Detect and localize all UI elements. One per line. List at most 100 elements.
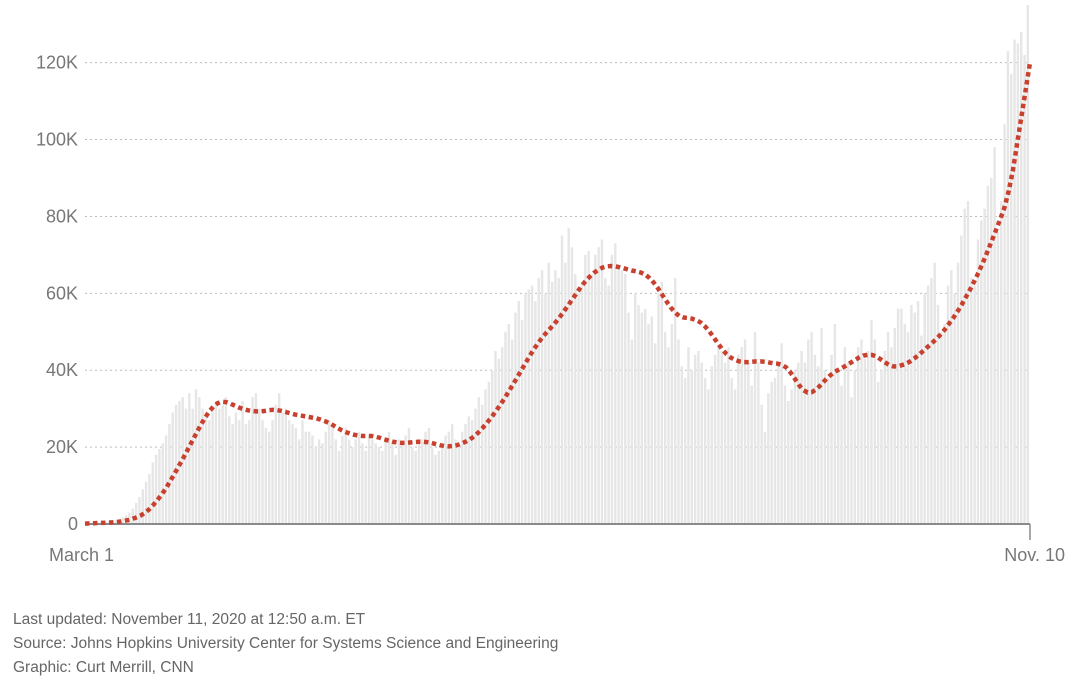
bar [514, 312, 517, 524]
bar [926, 285, 930, 524]
bar [617, 266, 620, 524]
bar [956, 262, 960, 524]
y-tick-label: 120K [36, 53, 78, 73]
bar [1023, 54, 1026, 524]
bar [171, 412, 174, 524]
bar [647, 324, 650, 524]
bar [224, 397, 228, 524]
bar [803, 362, 807, 524]
bar [344, 427, 347, 524]
bar [1016, 43, 1020, 524]
bar [783, 385, 787, 524]
bar [427, 427, 431, 524]
bar [720, 351, 723, 524]
bar [846, 362, 850, 524]
bar [823, 370, 827, 524]
bar [627, 312, 630, 524]
bar [933, 262, 936, 524]
bar [311, 435, 314, 524]
bar [940, 331, 943, 524]
bar [660, 281, 664, 524]
bar [973, 285, 976, 524]
bar [673, 277, 677, 524]
bar [900, 308, 903, 524]
bar [980, 220, 983, 525]
y-tick-label: 40K [46, 360, 78, 380]
bar [161, 443, 164, 524]
graphic-credit: Graphic: Curt Merrill, CNN [13, 659, 194, 676]
bar [654, 343, 657, 524]
bar [760, 404, 763, 524]
bar [534, 301, 537, 524]
bar [291, 424, 294, 524]
bar [461, 431, 464, 524]
bar [733, 389, 737, 524]
bar [477, 397, 481, 524]
bar [480, 404, 484, 524]
y-tick-label: 80K [46, 206, 78, 226]
bar [600, 239, 604, 524]
bar [730, 377, 733, 524]
bar [810, 331, 813, 524]
bar [261, 420, 264, 524]
bar [321, 443, 324, 524]
bar [457, 447, 461, 524]
bar [757, 362, 760, 524]
source-note: Source: Johns Hopkins University Center … [13, 635, 559, 652]
bar [710, 366, 713, 524]
bar [920, 335, 923, 524]
bar [367, 435, 371, 524]
bar-series [85, 5, 1030, 525]
bar [970, 277, 973, 524]
bar [411, 447, 414, 524]
bar [214, 400, 218, 524]
bar [777, 362, 780, 524]
bar [793, 370, 797, 524]
y-tick-label: 60K [46, 283, 78, 303]
bar [780, 343, 783, 524]
bar [737, 354, 740, 524]
bar [570, 247, 574, 524]
bar [913, 312, 916, 524]
bar [211, 408, 214, 524]
bar [663, 331, 667, 524]
bar [258, 408, 261, 524]
bar [208, 420, 211, 524]
bar [634, 293, 637, 524]
bar [371, 439, 374, 524]
bar [983, 208, 986, 524]
bar [451, 424, 454, 524]
bar [763, 431, 767, 524]
bar [158, 449, 161, 524]
bar [930, 277, 933, 524]
bar [567, 227, 570, 525]
bar [537, 277, 540, 524]
bar [414, 450, 417, 524]
average-line-series [84, 62, 1033, 526]
bar [198, 397, 201, 524]
bar [840, 385, 843, 524]
bar [610, 254, 614, 524]
bar [620, 270, 624, 524]
bar [148, 474, 151, 524]
bar [151, 462, 154, 524]
bar [268, 431, 271, 524]
bar [893, 327, 896, 524]
bar [317, 439, 321, 524]
bar [916, 301, 920, 524]
bar [604, 277, 607, 524]
bar [557, 277, 560, 524]
bar [431, 447, 434, 524]
bar [274, 404, 278, 524]
bar [341, 435, 344, 524]
bar [580, 281, 584, 524]
bar [564, 262, 567, 524]
bar [544, 293, 547, 524]
bar [856, 347, 860, 524]
bar [677, 339, 680, 524]
bar [750, 385, 753, 524]
average-line [84, 62, 1033, 526]
bar [327, 420, 331, 524]
bar [331, 427, 334, 524]
bar [584, 254, 587, 524]
